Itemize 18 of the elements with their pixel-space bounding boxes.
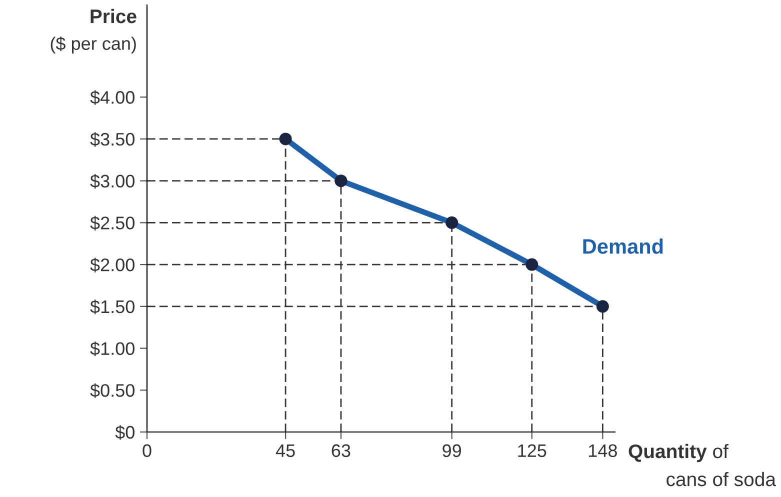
y-axis-title: Price ($ per can)	[50, 8, 136, 54]
y-tick-label: $3.00	[90, 174, 134, 189]
y-tick-label: $4.00	[90, 90, 134, 105]
x-tick-label: 148	[589, 444, 617, 458]
y-tick-label: $2.50	[90, 216, 134, 230]
x-tick-label: 0	[142, 444, 152, 458]
x-tick-label: 63	[332, 444, 350, 458]
y-tick-label: $1.00	[90, 341, 134, 356]
y-tick-label: $0.50	[90, 383, 134, 398]
y-tick-label: $2.00	[90, 258, 134, 272]
x-tick-label: 45	[276, 444, 295, 458]
y-tick-label: $1.50	[90, 300, 134, 314]
series-label: Demand	[583, 238, 663, 254]
y-tick-label: $3.50	[90, 132, 134, 147]
x-tick-label: 125	[518, 444, 546, 458]
y-tick-label: $0	[115, 425, 134, 440]
x-axis-title: Quantity of cans of soda	[628, 444, 776, 486]
x-tick-label: 99	[442, 444, 462, 458]
